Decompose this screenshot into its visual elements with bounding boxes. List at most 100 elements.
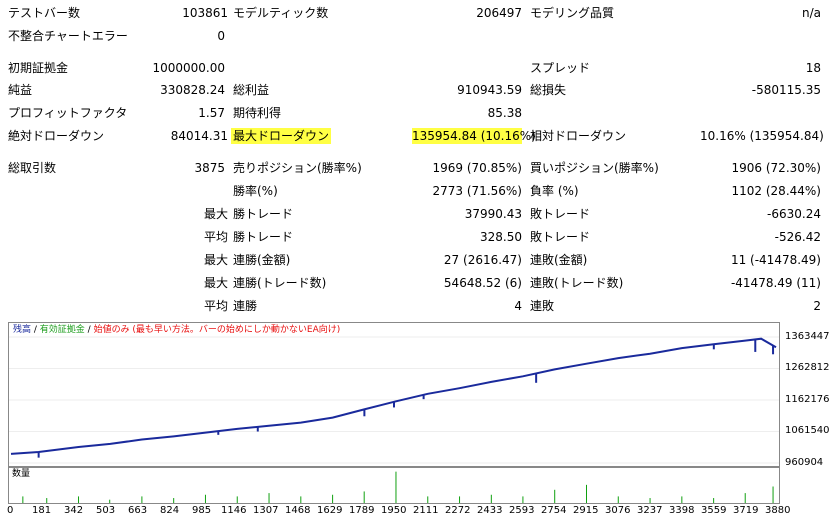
balance-series-line [10,337,777,455]
value-largest-profit: 37990.43 [464,207,522,221]
label-relative-drawdown: 相対ドローダウン [530,129,627,143]
value-expected-payoff: 85.38 [487,106,522,120]
value-relative-drawdown: 10.16% (135954.84) [700,129,824,143]
x-tick-label: 2754 [541,505,567,516]
value-spread: 18 [805,61,821,75]
value-average-profit: 328.50 [480,230,522,244]
value-gross-loss: -580115.35 [751,83,821,97]
value-short-positions: 1969 (70.85%) [432,161,522,175]
x-tick-label: 3076 [605,505,631,516]
label-total-trades: 総取引数 [8,161,57,175]
label-avg-consec-prefix: 平均 [203,299,228,313]
x-tick-label: 181 [32,505,52,516]
label-max-consec-count-prefix: 最大 [203,276,228,290]
x-tick-label: 1789 [349,505,375,516]
label-profit-factor: プロフィットファクタ [8,106,128,120]
label-largest-loss: 敗トレード [530,207,591,221]
chart-legend: 残高 / 有効証拠金 / 始値のみ (最も早い方法。バーの始めにしか動かないEA… [13,325,340,336]
x-tick-label: 2272 [445,505,471,516]
x-tick-label: 2111 [413,505,439,516]
balance-chart-frame [8,322,780,467]
legend-equity: 有効証拠金 [39,325,85,335]
x-tick-label: 342 [64,505,84,516]
x-tick-label: 824 [160,505,180,516]
x-tick-label: 503 [96,505,116,516]
value-max-consec-loss-count: -41478.49 (11) [730,276,821,290]
x-tick-label: 1629 [317,505,343,516]
x-tick-label: 1307 [253,505,279,516]
value-avg-consec-wins: 4 [514,299,522,313]
label-average-profit: 勝トレード [233,230,294,244]
label-largest-prefix: 最大 [203,207,228,221]
label-gross-profit: 総利益 [233,83,270,97]
y-tick-label: 1061540 [785,425,829,437]
x-tick-label: 663 [128,505,148,516]
x-tick-label: 985 [192,505,212,516]
value-maximal-drawdown: 135954.84 (10.16%) [412,128,536,144]
label-long-positions: 買いポジション(勝率%) [530,161,659,175]
label-expected-payoff: 期待利得 [233,106,282,120]
y-tick-label: 1363447 [785,331,829,342]
value-max-consec-profit-count: 54648.52 (6) [443,276,522,290]
value-loss-rate: 1102 (28.44%) [731,184,821,198]
x-tick-label: 0 [7,505,14,516]
legend-sep-1: / [31,325,40,335]
value-long-positions: 1906 (72.30%) [731,161,821,175]
value-absolute-drawdown: 84014.31 [170,129,228,143]
label-maximal-drawdown: 最大ドローダウン [231,128,332,144]
value-initial-deposit: 1000000.00 [152,61,225,75]
x-tick-label: 3237 [637,505,663,516]
label-win-rate: 勝率(%) [233,184,278,198]
label-loss-rate: 負率 (%) [530,184,579,198]
volume-label: 数量 [12,469,31,479]
value-net-profit: 330828.24 [160,83,225,97]
label-max-consec-wins-money: 連勝(金額) [233,253,291,267]
label-max-consec-losses-money: 連敗(金額) [530,253,588,267]
label-absolute-drawdown: 絶対ドローダウン [8,129,105,143]
x-tick-label: 3880 [765,505,791,516]
y-tick-label: 960904 [785,457,824,468]
value-win-rate: 2773 (71.56%) [432,184,522,198]
value-total-trades: 3875 [194,161,225,175]
label-test-bars: テストバー数 [8,6,81,20]
label-avg-consec-losses: 連敗 [530,299,555,313]
value-test-bars: 103861 [182,6,228,20]
y-tick-label: 1262812 [785,362,829,374]
x-tick-label: 2593 [509,505,535,516]
label-avg-consec-wins: 連勝 [233,299,258,313]
value-max-consec-wins-money: 27 (2616.47) [443,253,522,267]
label-spread: スプレッド [530,61,591,75]
x-tick-label: 2915 [573,505,599,516]
value-max-consec-losses-money: 11 (-41478.49) [730,253,821,267]
legend-note: 始値のみ (最も早い方法。バーの始めにしか動かないEA向け) [93,325,341,335]
x-tick-label: 3398 [669,505,695,516]
y-tick-label: 1162176 [785,393,829,405]
label-net-profit: 純益 [8,83,33,97]
x-tick-label: 1146 [221,505,247,516]
value-modeled-ticks: 206497 [476,6,522,20]
label-max-consec-loss-count: 連敗(トレード数) [530,276,624,290]
label-short-positions: 売りポジション(勝率%) [233,161,362,175]
label-average-prefix: 平均 [203,230,228,244]
x-tick-label: 1468 [285,505,311,516]
value-profit-factor: 1.57 [198,106,225,120]
label-initial-deposit: 初期証拠金 [8,61,69,75]
value-average-loss: -526.42 [774,230,821,244]
label-average-loss: 敗トレード [530,230,591,244]
value-mismatched-errors: 0 [217,29,225,43]
label-modeling-quality: モデリング品質 [530,6,615,20]
label-max-consec-prefix: 最大 [203,253,228,267]
legend-balance: 残高 [13,325,32,335]
label-modeled-ticks: モデルティック数 [233,6,329,20]
volume-chart [22,471,774,503]
balance-chart [9,336,779,464]
value-gross-profit: 910943.59 [457,83,522,97]
label-mismatched-errors: 不整合チャートエラー [8,29,128,43]
x-tick-label: 3559 [701,505,727,516]
x-tick-label: 2433 [477,505,503,516]
label-largest-profit: 勝トレード [233,207,294,221]
value-avg-consec-losses: 2 [813,299,821,313]
x-tick-label: 1950 [381,505,407,516]
label-gross-loss: 総損失 [530,83,567,97]
value-largest-loss: -6630.24 [767,207,821,221]
